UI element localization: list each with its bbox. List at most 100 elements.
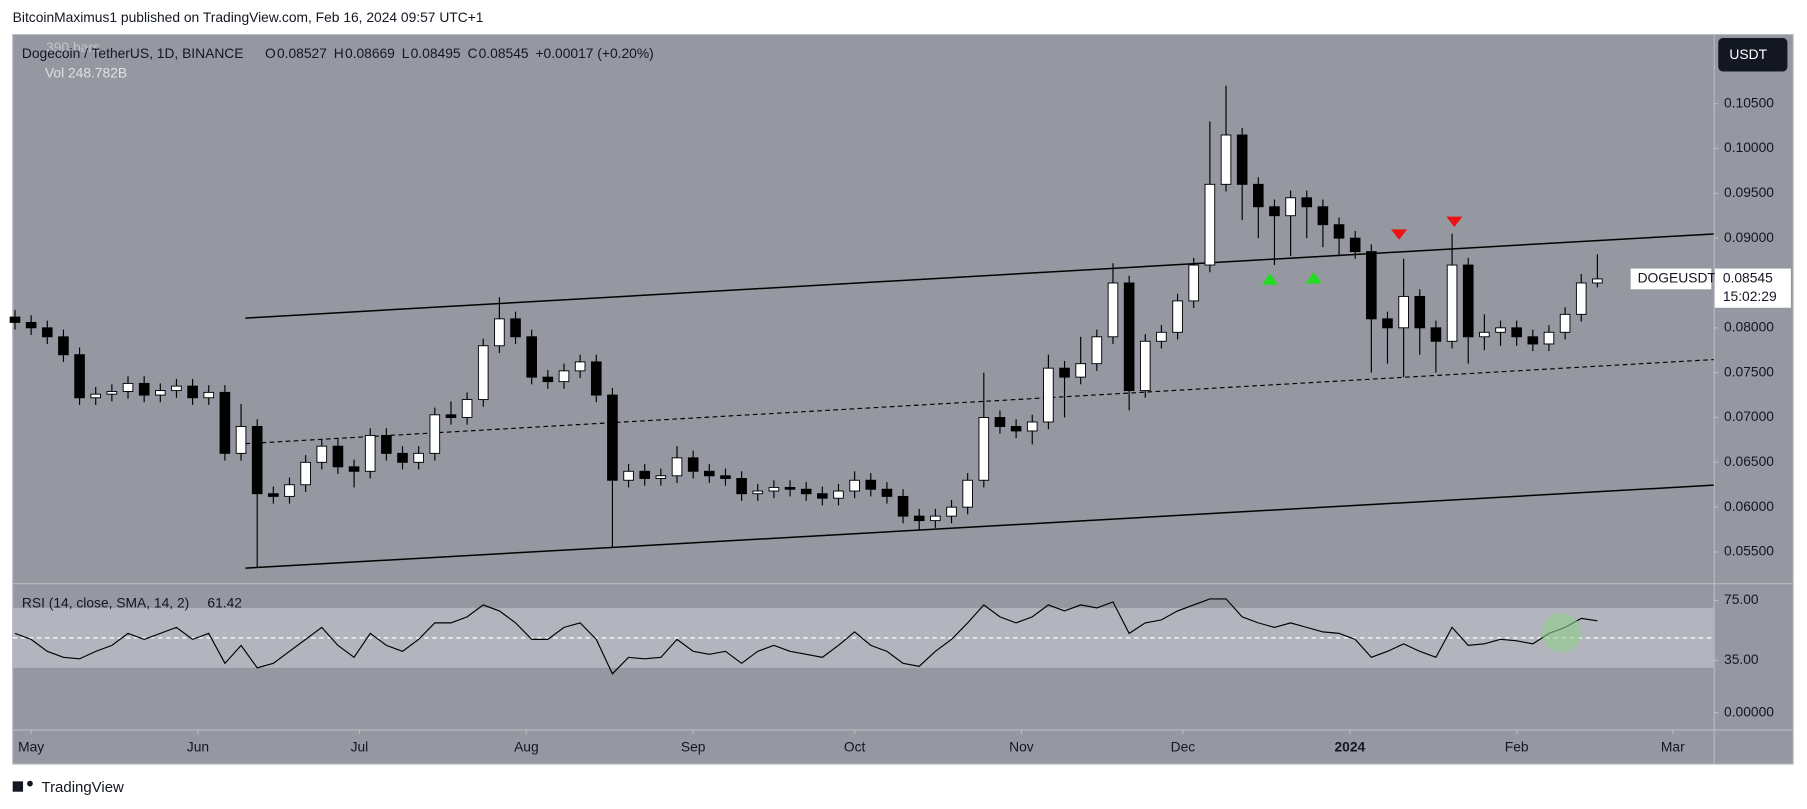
candle-body — [671, 457, 683, 477]
legend-key: O — [265, 45, 276, 61]
y-tick-label: 0.10500 — [1724, 94, 1774, 110]
candle-body — [1188, 264, 1200, 302]
currency-button[interactable] — [1718, 38, 1788, 72]
candle-body — [1269, 206, 1280, 217]
candle-body — [1495, 327, 1506, 333]
candle-body — [1317, 206, 1329, 226]
candle-body — [881, 488, 893, 497]
candle-body — [381, 434, 392, 454]
candle-body — [930, 515, 941, 522]
candle-body — [913, 515, 925, 522]
y-tick-label: 0.09000 — [1724, 229, 1774, 245]
candle-body — [9, 316, 21, 323]
candle-body — [1059, 367, 1070, 378]
candle-body — [1398, 295, 1409, 329]
price-layer — [245, 233, 1714, 569]
candle-body — [865, 479, 877, 490]
highlight-circle — [1541, 613, 1582, 653]
candle-body — [1236, 134, 1248, 185]
legend-change: +0.00017 (+0.20%) — [535, 45, 653, 61]
candle-body — [316, 445, 328, 463]
channel-middle — [245, 358, 1714, 445]
candle-body — [138, 382, 150, 396]
y-tick-label: 0.07000 — [1724, 408, 1774, 424]
symbol-title: Dogecoin / TetherUS, 1D, BINANCE — [22, 45, 244, 61]
logo-mark — [12, 781, 24, 792]
candle-body — [1204, 183, 1216, 266]
frame-border — [12, 33, 1794, 765]
candle-body — [897, 495, 909, 517]
candle-body — [1527, 336, 1539, 345]
rsi-tick-label: 35.00 — [1724, 651, 1759, 667]
rsi-title: RSI (14, close, SMA, 14, 2) — [22, 595, 189, 611]
down-arrow — [1446, 216, 1463, 228]
candle-body — [461, 399, 473, 418]
candle-body — [155, 390, 166, 396]
candle-body — [494, 318, 505, 347]
candle-body — [1414, 295, 1426, 329]
x-tick-label: Jun — [187, 739, 209, 755]
byline: BitcoinMaximus1 published on TradingView… — [13, 9, 484, 25]
channel-lower — [245, 484, 1714, 569]
legend-key: C — [467, 45, 477, 61]
x-tick-label: Oct — [844, 739, 866, 755]
candle-body — [171, 385, 182, 392]
x-tick-label: Dec — [1171, 739, 1196, 755]
rsi-tick-label: 0.00000 — [1724, 703, 1774, 719]
up-arrow — [1261, 273, 1279, 285]
candle-body — [1010, 425, 1022, 432]
up-arrow — [1305, 271, 1322, 284]
y-tick-label: 0.05500 — [1724, 543, 1774, 559]
y-tick-label: 0.10000 — [1724, 139, 1774, 155]
currency-label[interactable]: USDT — [1729, 46, 1767, 62]
candle-body — [510, 318, 521, 338]
y-tick-label: 0.08000 — [1724, 318, 1774, 334]
candle-body — [1253, 183, 1264, 208]
x-tick-label: Feb — [1505, 739, 1529, 755]
candle-body — [1220, 134, 1232, 185]
candles — [9, 85, 1603, 568]
candle-body — [235, 425, 247, 454]
legend: 390 bars Dogecoin / TetherUS, 1D, BINANC… — [22, 39, 654, 80]
candle-body — [1430, 327, 1442, 342]
candle-body — [1156, 331, 1167, 342]
rsi-value: 61.42 — [207, 595, 242, 611]
candle-body — [1043, 367, 1054, 423]
candle-body — [429, 414, 441, 454]
candle-body — [477, 345, 489, 401]
candle-body — [800, 488, 812, 495]
candle-body — [251, 425, 263, 495]
legend-key: H — [334, 45, 344, 61]
candle-body — [187, 385, 198, 399]
countdown: 15:02:29 — [1723, 288, 1777, 304]
candle-body — [58, 336, 69, 356]
last-price: 0.08545 — [1723, 270, 1773, 286]
candle-body — [687, 457, 699, 472]
candle-body — [1091, 336, 1103, 365]
candle-body — [1026, 421, 1038, 432]
candle-body — [994, 417, 1006, 427]
candle-body — [1285, 197, 1296, 217]
candle-body — [558, 370, 570, 383]
candle-body — [607, 394, 618, 481]
annotations — [1261, 216, 1582, 653]
candle-body — [41, 327, 53, 338]
volume: Vol 248.782B — [45, 64, 127, 80]
y-tick-label: 0.06000 — [1724, 498, 1774, 514]
candle-body — [768, 486, 780, 492]
candle-body — [1139, 340, 1151, 392]
legend-value: 0.08495 — [411, 45, 461, 61]
candle-body — [1301, 197, 1313, 208]
rsi-line — [14, 598, 1598, 675]
down-arrow — [1390, 229, 1408, 240]
footer-brand: TradingView — [41, 779, 124, 796]
candle-body — [1559, 313, 1571, 333]
candle-body — [1592, 278, 1603, 284]
legend-value: 0.08545 — [479, 45, 529, 61]
last-price-tag — [1714, 268, 1791, 308]
candle-body — [526, 336, 537, 378]
rsi-layer — [12, 598, 1714, 675]
candle-body — [574, 361, 586, 372]
candle-body — [74, 354, 85, 399]
